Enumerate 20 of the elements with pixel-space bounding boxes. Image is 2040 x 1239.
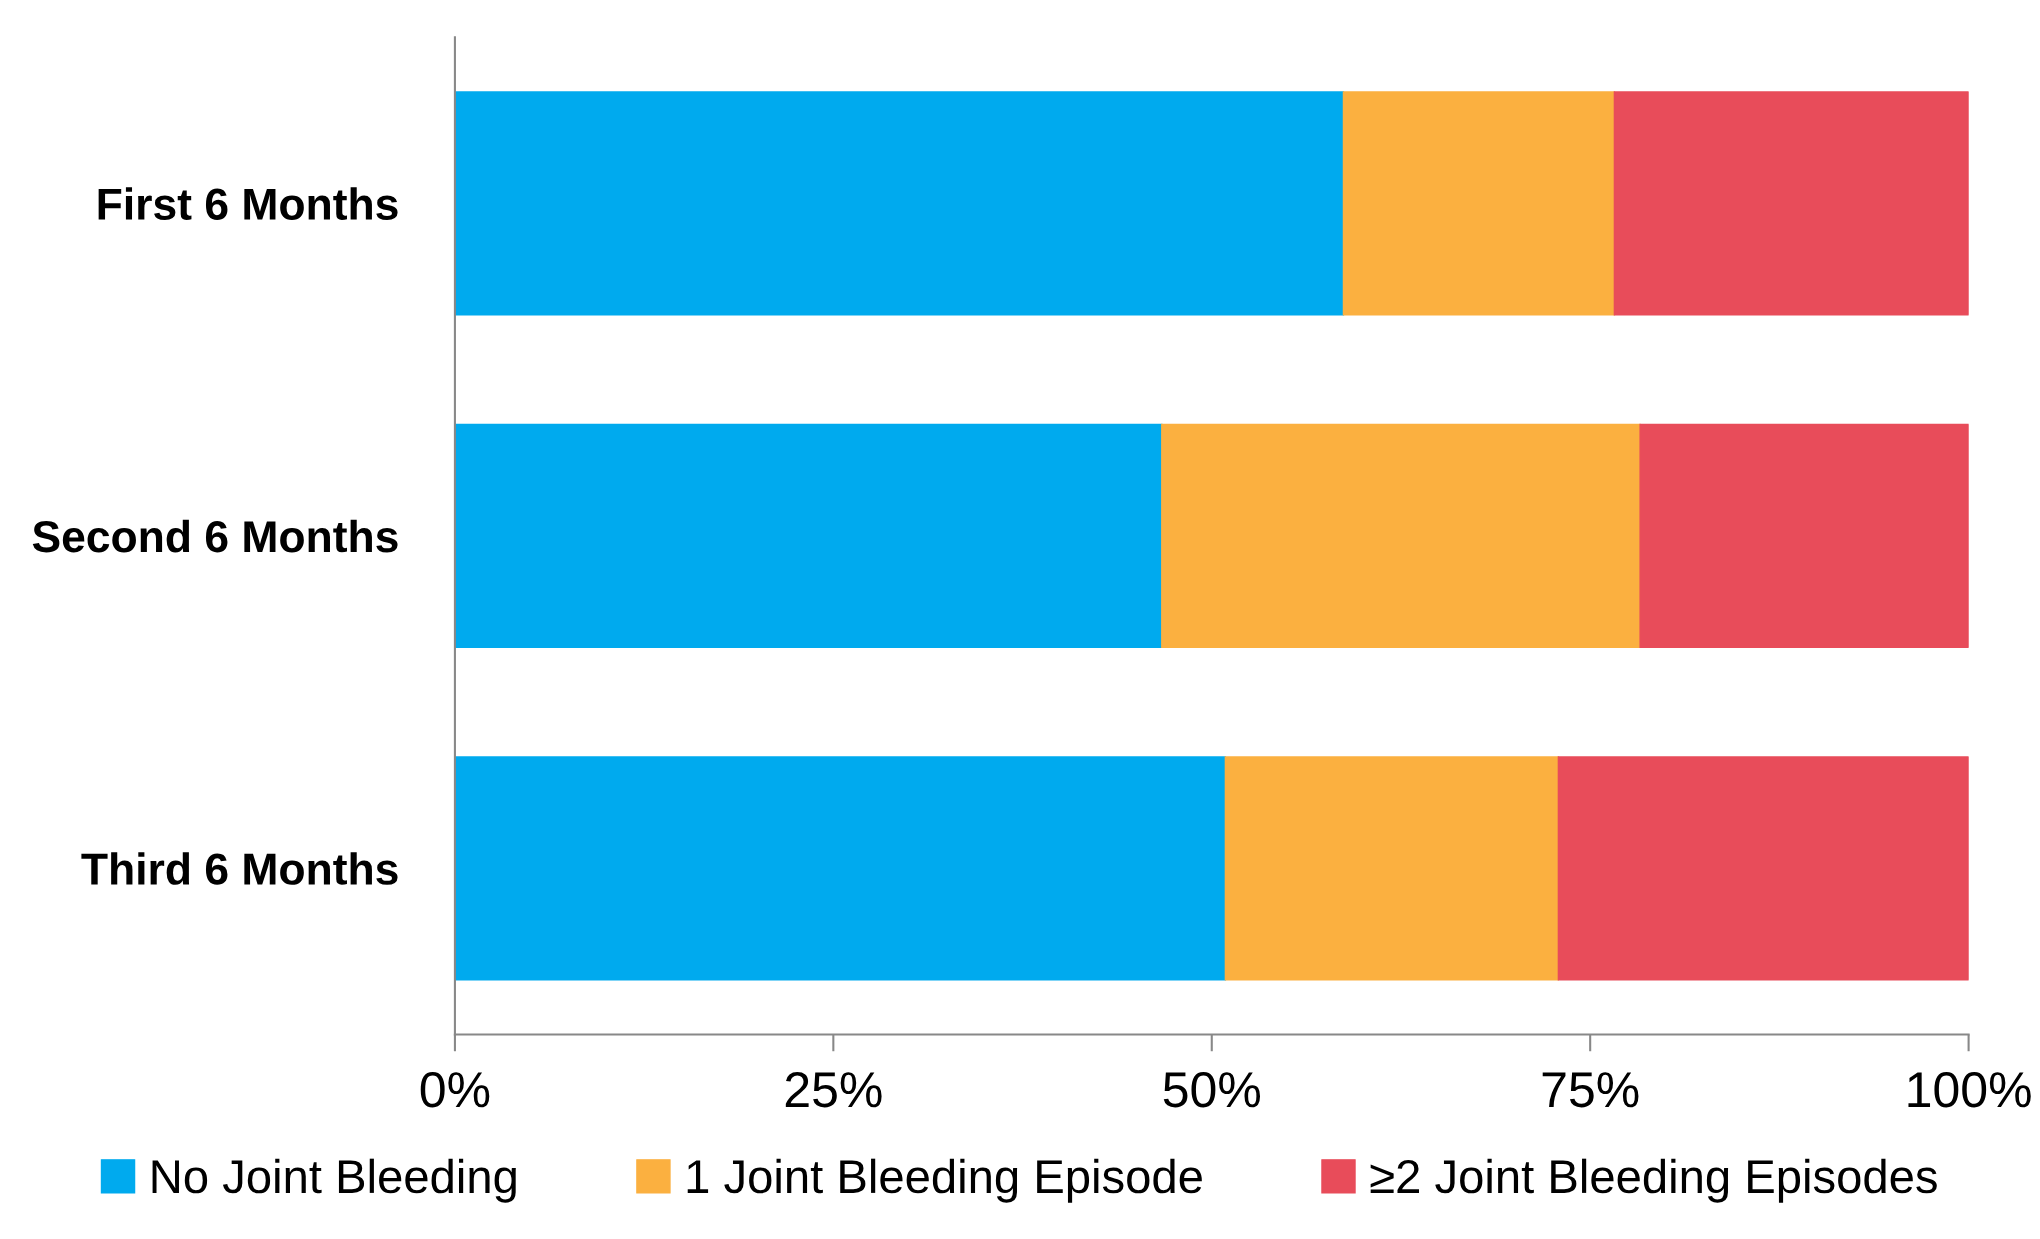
x-tick-label: 25% bbox=[785, 1072, 882, 1108]
bar bbox=[454, 91, 1345, 316]
y-tick-label: First 6 Months bbox=[98, 187, 398, 220]
y-tick-label: Third 6 Months bbox=[81, 852, 398, 885]
legend-label: No Joint Bleeding bbox=[152, 1158, 516, 1203]
bar bbox=[454, 423, 1163, 648]
bar bbox=[1639, 423, 1969, 648]
bar bbox=[1224, 756, 1560, 981]
x-tick-label: 50% bbox=[1163, 1072, 1261, 1108]
bar bbox=[1161, 423, 1641, 648]
bar bbox=[1557, 756, 1969, 981]
x-tick-label: 0% bbox=[420, 1072, 490, 1108]
y-tick-label: Second 6 Months bbox=[32, 519, 398, 553]
bar bbox=[1613, 91, 1969, 316]
x-tick-label: 100% bbox=[1908, 1072, 2031, 1108]
legend-label: 1 Joint Bleeding Episode bbox=[687, 1158, 1202, 1203]
x-tick-label: 75% bbox=[1542, 1072, 1639, 1108]
legend-label: ≥2 Joint Bleeding Episodes bbox=[1370, 1158, 1937, 1203]
bar bbox=[454, 756, 1227, 981]
bar bbox=[1342, 91, 1616, 316]
